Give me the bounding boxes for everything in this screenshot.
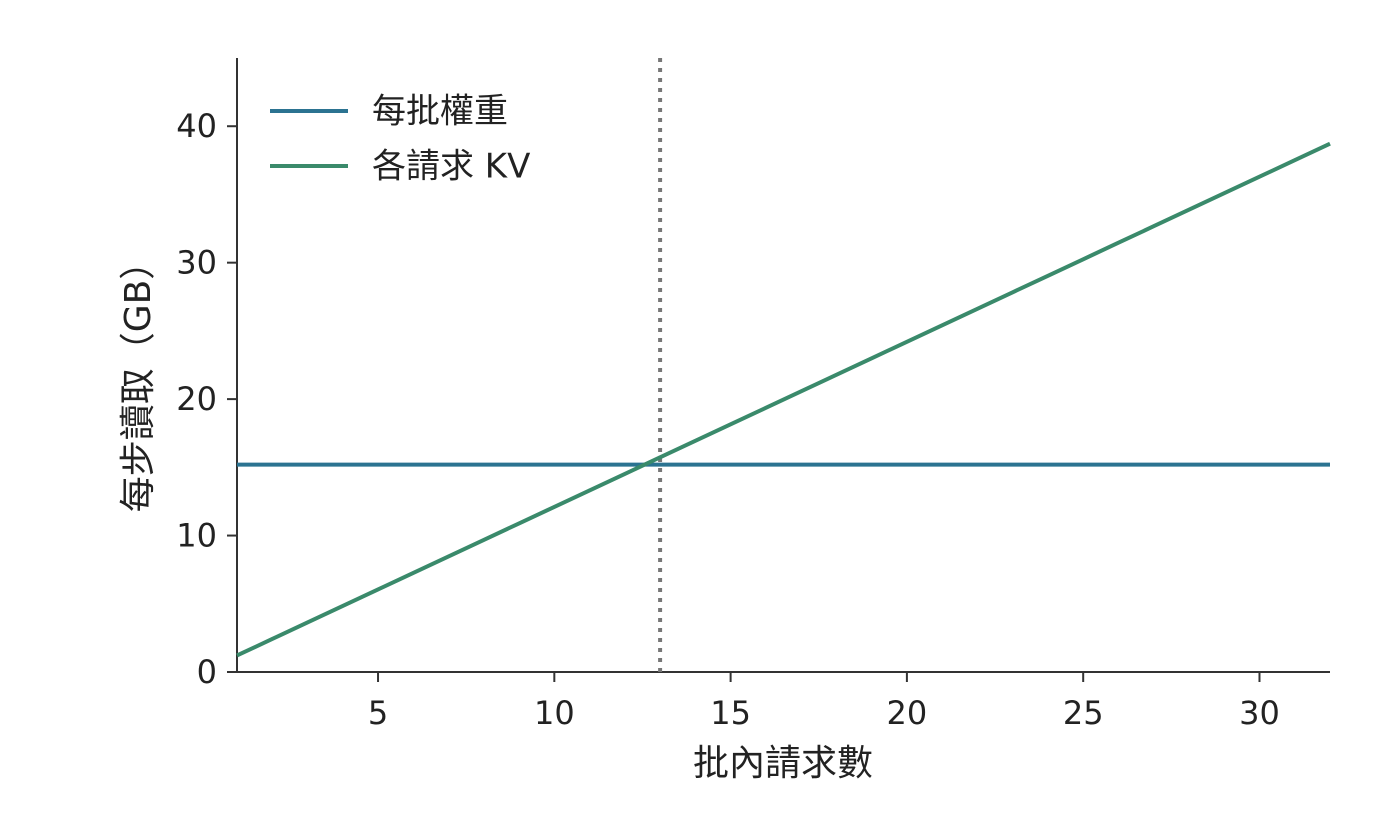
legend-label: 每批權重 xyxy=(372,92,508,132)
x-tick-label: 25 xyxy=(1063,694,1104,732)
x-tick-label: 5 xyxy=(368,694,388,732)
y-tick-label: 0 xyxy=(197,653,217,691)
y-tick-label: 20 xyxy=(176,380,217,418)
y-tick-label: 10 xyxy=(176,517,217,555)
series-line xyxy=(236,141,1331,658)
y-axis-label: 每步讀取（GB） xyxy=(118,244,159,513)
y-tick-label: 30 xyxy=(176,244,217,282)
legend-label: 各請求 KV xyxy=(372,147,530,187)
y-tick-label: 40 xyxy=(176,107,217,145)
x-tick-label: 20 xyxy=(887,694,928,732)
x-axis-label: 批內請求數 xyxy=(693,743,873,784)
x-tick-label: 15 xyxy=(710,694,751,732)
x-tick-label: 30 xyxy=(1239,694,1280,732)
x-tick-label: 10 xyxy=(534,694,575,732)
